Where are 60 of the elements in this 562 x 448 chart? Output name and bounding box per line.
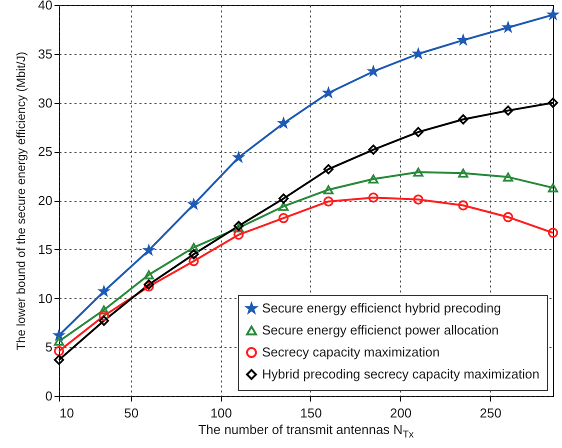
point: [368, 66, 378, 76]
point: [98, 316, 109, 326]
y-tick-label: 10: [38, 290, 52, 306]
legend-label: Secure energy efficienct power allocation: [262, 322, 499, 338]
legend-label: Secure energy efficienct hybrid precoding: [262, 300, 501, 316]
y-tick-label: 0: [45, 388, 52, 404]
y-axis-title: The lower bound of the secure energy efficiency (Mbit/J): [14, 52, 28, 350]
point: [234, 223, 244, 232]
point: [323, 196, 334, 207]
point: [144, 270, 154, 280]
point: [458, 114, 468, 124]
point: [54, 336, 64, 346]
point: [368, 192, 378, 203]
x-tick-label: 200: [390, 406, 412, 420]
x-axis-title: The number of transmit antennas N$_{Tx}$: [197, 422, 415, 441]
point: [144, 245, 154, 255]
point: [503, 172, 514, 182]
y-tick-label: 15: [38, 242, 52, 257]
point: [188, 242, 199, 252]
x-tick-label: 150: [300, 406, 322, 420]
legend-label: Secrecy capacity maximization: [262, 344, 440, 360]
point: [368, 174, 378, 184]
point: [278, 213, 289, 224]
point: [548, 228, 558, 238]
point: [323, 185, 334, 194]
point: [188, 199, 199, 209]
point: [278, 193, 289, 204]
x-tick-label: 100: [210, 406, 232, 420]
y-tick-label: 25: [38, 144, 52, 160]
point: [98, 305, 109, 315]
point: [503, 212, 514, 222]
legend-label: Hybrid precoding secrecy capacity maximization: [262, 366, 540, 382]
point: [323, 164, 334, 174]
point: [188, 256, 199, 266]
point: [368, 144, 378, 155]
point: [413, 126, 424, 138]
point: [188, 249, 199, 260]
point: [278, 202, 289, 211]
point: [413, 168, 424, 177]
x-tick-label: 250: [480, 406, 502, 420]
point: [458, 168, 468, 178]
point: [98, 310, 109, 321]
point: [54, 354, 64, 365]
point: [234, 152, 244, 162]
x-tick-label: 50: [124, 406, 139, 420]
point: [413, 194, 424, 205]
point: [413, 48, 424, 58]
y-tick-label: 30: [38, 95, 52, 110]
y-tick-label: 40: [38, 0, 52, 12]
point: [503, 22, 513, 32]
point: [548, 183, 558, 192]
y-tick-label: 5: [45, 340, 52, 355]
y-tick-label: 35: [38, 46, 52, 62]
x-tick-label: 10: [60, 406, 74, 420]
point: [548, 98, 558, 108]
y-tick-label: 20: [38, 193, 52, 208]
point: [458, 200, 468, 210]
point: [234, 230, 244, 240]
point: [54, 346, 64, 356]
point: [503, 105, 514, 116]
